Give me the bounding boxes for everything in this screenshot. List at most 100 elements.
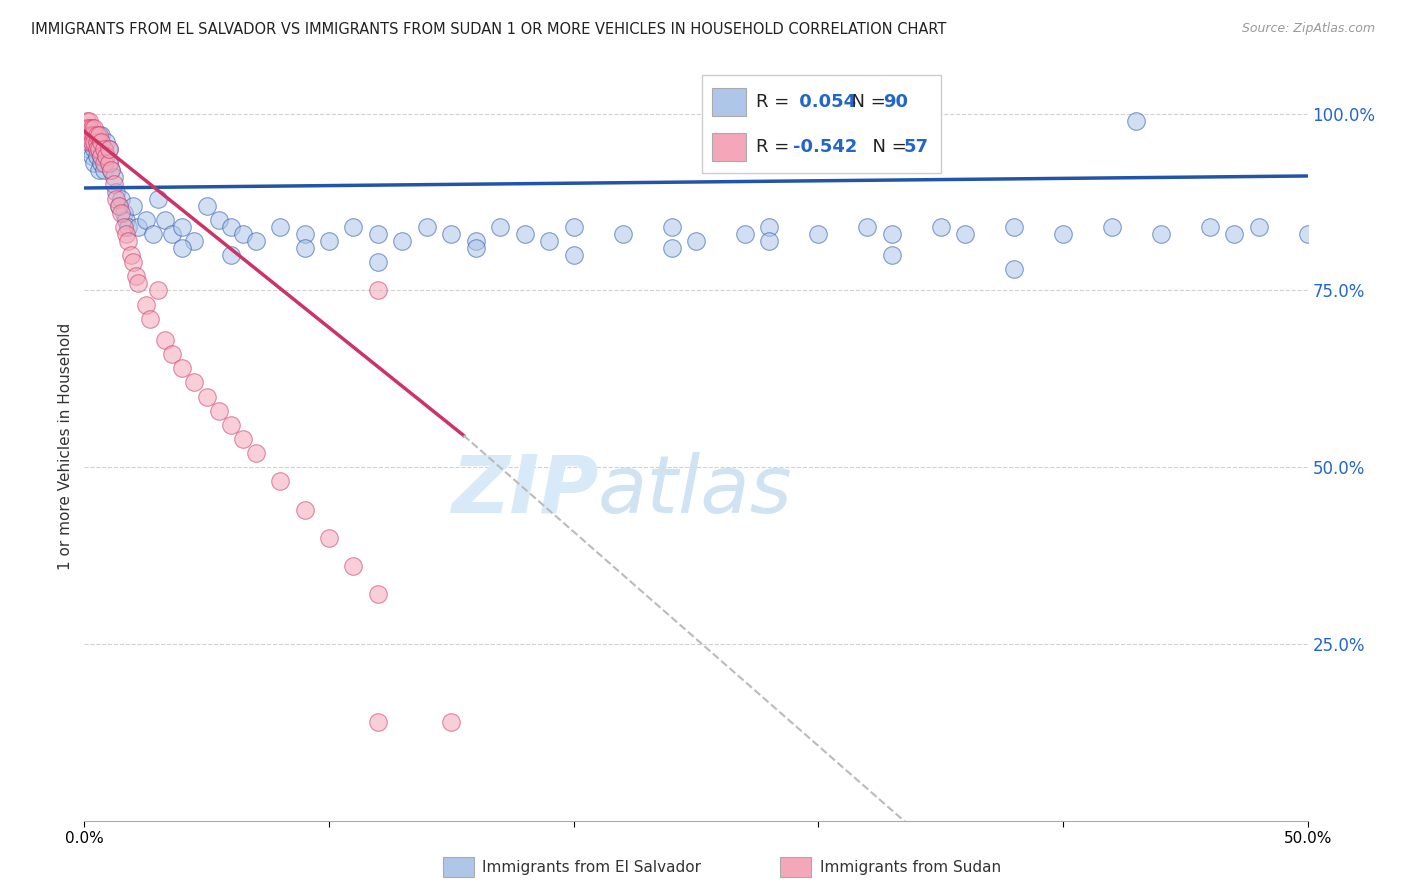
Point xyxy=(734,227,756,241)
Text: Source: ZipAtlas.com: Source: ZipAtlas.com xyxy=(1241,22,1375,36)
Point xyxy=(416,219,439,234)
Point xyxy=(146,192,169,206)
Point xyxy=(208,212,231,227)
Point xyxy=(1002,219,1025,234)
Point xyxy=(76,120,98,135)
Point xyxy=(93,163,115,178)
Point xyxy=(318,531,340,545)
Point xyxy=(162,227,184,241)
Point xyxy=(219,417,242,432)
Point xyxy=(318,234,340,248)
Point xyxy=(103,178,125,192)
Point xyxy=(1101,219,1123,234)
Point xyxy=(93,142,115,156)
Point xyxy=(146,284,169,298)
FancyBboxPatch shape xyxy=(711,133,747,161)
Point xyxy=(83,128,105,142)
Point xyxy=(76,113,98,128)
Point xyxy=(232,432,254,446)
Point xyxy=(538,234,561,248)
Point xyxy=(562,248,585,262)
Point xyxy=(294,227,316,241)
Point xyxy=(489,219,512,234)
Point xyxy=(107,199,129,213)
Point xyxy=(77,135,100,149)
Point xyxy=(105,185,128,199)
Point xyxy=(127,277,149,291)
Point xyxy=(391,234,413,248)
Point xyxy=(115,212,138,227)
Point xyxy=(245,234,267,248)
Point xyxy=(80,120,103,135)
Point xyxy=(110,205,132,219)
Point xyxy=(83,142,105,156)
Point xyxy=(110,192,132,206)
Point xyxy=(758,219,780,234)
Point xyxy=(93,142,115,156)
Point xyxy=(856,219,879,234)
Point xyxy=(183,234,205,248)
Point xyxy=(162,347,184,361)
Point xyxy=(172,241,194,255)
Point xyxy=(440,227,463,241)
Point xyxy=(929,219,952,234)
Point xyxy=(96,149,118,163)
Text: Immigrants from El Salvador: Immigrants from El Salvador xyxy=(482,860,702,874)
Point xyxy=(125,269,148,284)
Point xyxy=(367,587,389,601)
Point xyxy=(86,135,108,149)
Point xyxy=(83,135,105,149)
FancyBboxPatch shape xyxy=(711,87,747,116)
Point xyxy=(758,234,780,248)
Point xyxy=(77,120,100,135)
Point xyxy=(1198,219,1220,234)
Point xyxy=(97,156,120,170)
Point xyxy=(77,113,100,128)
Point xyxy=(367,714,389,729)
Point xyxy=(1223,227,1246,241)
Point xyxy=(135,298,157,312)
Point xyxy=(105,192,128,206)
Point xyxy=(100,163,122,178)
Point xyxy=(93,156,115,170)
Point xyxy=(367,284,389,298)
Point xyxy=(100,163,122,178)
Point xyxy=(86,128,108,142)
Point xyxy=(90,156,112,170)
Point xyxy=(1296,227,1319,241)
Point xyxy=(153,212,176,227)
Point xyxy=(139,311,162,326)
Point xyxy=(880,248,903,262)
Point xyxy=(77,128,100,142)
Text: Immigrants from Sudan: Immigrants from Sudan xyxy=(820,860,1001,874)
Text: ZIP: ZIP xyxy=(451,452,598,530)
Point xyxy=(269,219,291,234)
Point xyxy=(115,227,138,241)
Point xyxy=(1247,219,1270,234)
Point xyxy=(294,241,316,255)
Point xyxy=(87,135,110,149)
Point xyxy=(77,135,100,149)
Text: atlas: atlas xyxy=(598,452,793,530)
Point xyxy=(127,219,149,234)
Point xyxy=(342,559,364,574)
Point xyxy=(77,120,100,135)
Y-axis label: 1 or more Vehicles in Household: 1 or more Vehicles in Household xyxy=(58,322,73,570)
Point xyxy=(880,227,903,241)
Point xyxy=(76,120,98,135)
Point xyxy=(440,714,463,729)
Point xyxy=(86,149,108,163)
Point xyxy=(612,227,634,241)
Point xyxy=(80,128,103,142)
Point xyxy=(87,128,110,142)
Point xyxy=(661,219,683,234)
Point xyxy=(172,219,194,234)
Point xyxy=(117,234,139,248)
Point xyxy=(97,156,120,170)
Point xyxy=(219,219,242,234)
Point xyxy=(86,128,108,142)
Point xyxy=(86,135,108,149)
Point xyxy=(122,255,145,269)
Point xyxy=(807,227,830,241)
Point xyxy=(245,446,267,460)
